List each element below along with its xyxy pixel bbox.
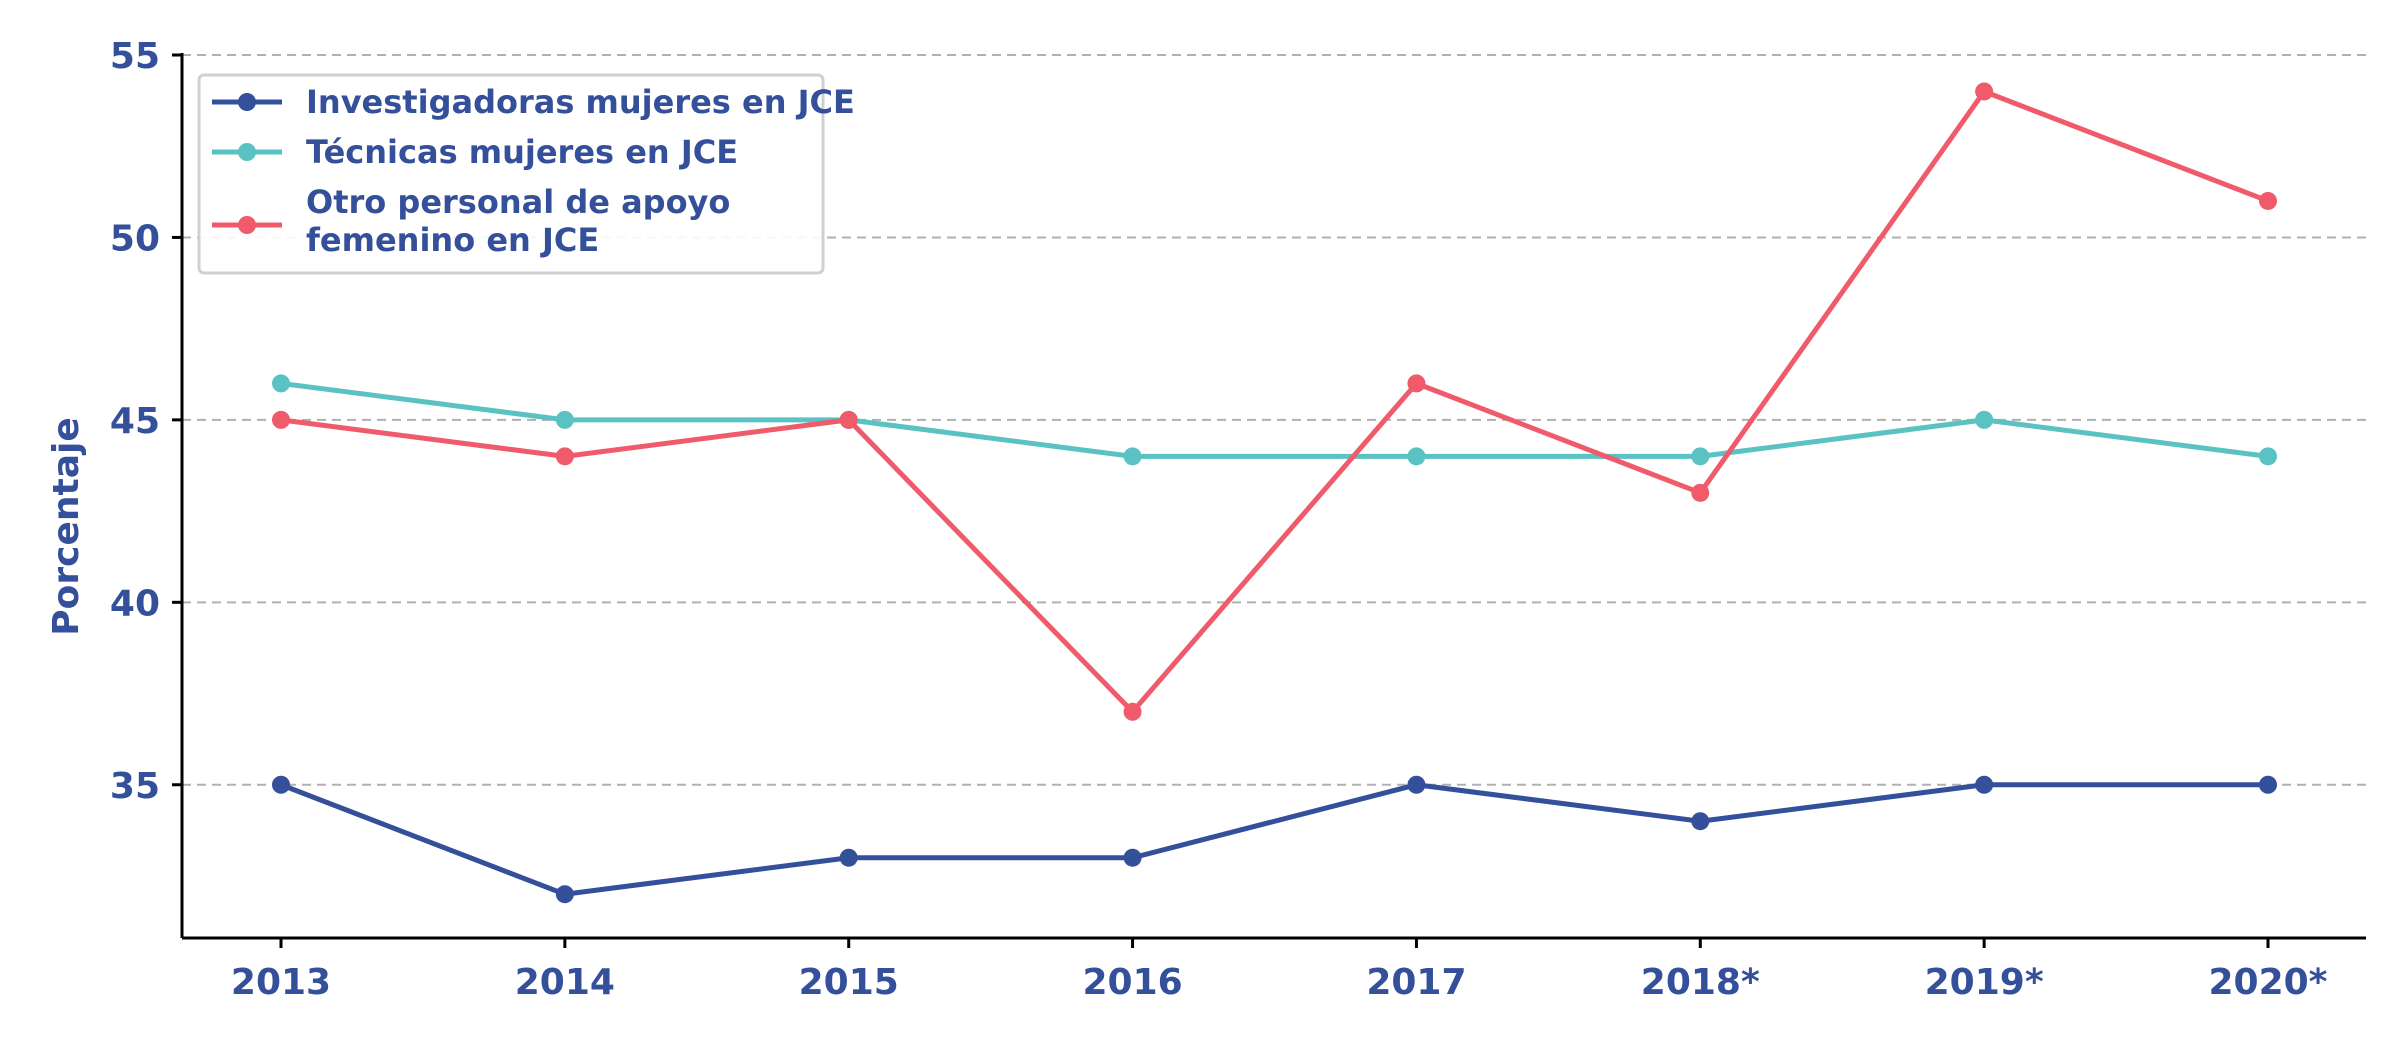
legend-marker [238, 216, 256, 234]
y-tick-label: 35 [110, 766, 160, 807]
data-point [1407, 775, 1426, 794]
legend-label: Investigadoras mujeres en JCE [306, 83, 855, 121]
data-point [1407, 447, 1426, 466]
data-point [1407, 374, 1426, 393]
tick-labels: 35 40 45 50 55 2013 2014 2015 2016 2017 2018* 2019*… [110, 36, 2328, 1003]
data-point [555, 447, 574, 466]
series-line [280, 782, 2268, 897]
data-point [1691, 483, 1710, 502]
data-point [555, 410, 574, 429]
x-tick-label: 2020* [2208, 962, 2327, 1003]
y-axis-title: Porcentaje [46, 417, 87, 636]
y-tick-label: 45 [110, 401, 160, 442]
legend-label: Otro personal de apoyo [306, 183, 730, 221]
legend-marker [238, 93, 256, 111]
x-tick-label: 2017 [1366, 962, 1466, 1003]
series-3 [272, 82, 2277, 721]
data-point [1691, 812, 1710, 831]
data-point [839, 410, 858, 429]
x-tick-label: 2014 [515, 962, 615, 1003]
legend-box [197, 73, 825, 275]
x-tick-label: 2019* [1925, 962, 2044, 1003]
data-point [272, 775, 290, 794]
data-point [1123, 848, 1142, 867]
series-line [280, 88, 2269, 715]
x-tick-label: 2015 [799, 962, 899, 1003]
y-tick-label: 50 [110, 218, 160, 259]
series-line [280, 380, 2269, 459]
series-2 [272, 374, 2277, 466]
data-point [272, 374, 290, 393]
data-point [1975, 82, 1994, 101]
x-tick-label: 2013 [231, 962, 331, 1003]
x-tick-label: 2016 [1082, 962, 1182, 1003]
data-point [839, 848, 858, 867]
x-tick-label: 2018* [1641, 962, 1760, 1003]
legend-marker [238, 143, 256, 161]
data-point [2259, 447, 2277, 466]
data-point [272, 410, 290, 429]
data-point [1975, 410, 1994, 429]
y-tick-label: 40 [110, 583, 160, 624]
legend-label: Técnicas mujeres en JCE [306, 133, 738, 171]
data-point [555, 885, 574, 904]
axes [180, 53, 2366, 940]
data-point [1975, 775, 1994, 794]
data-point [1123, 702, 1142, 721]
data-point [2259, 191, 2277, 210]
data-point [2259, 775, 2277, 794]
legend: Investigadoras mujeres en JCE Técnicas mu… [197, 73, 855, 275]
data-point [1691, 447, 1710, 466]
legend-label: femenino en JCE [306, 221, 599, 259]
data-point [1123, 447, 1142, 466]
series [272, 82, 2277, 904]
series-1 [272, 775, 2277, 904]
y-tick-label: 55 [110, 36, 160, 77]
